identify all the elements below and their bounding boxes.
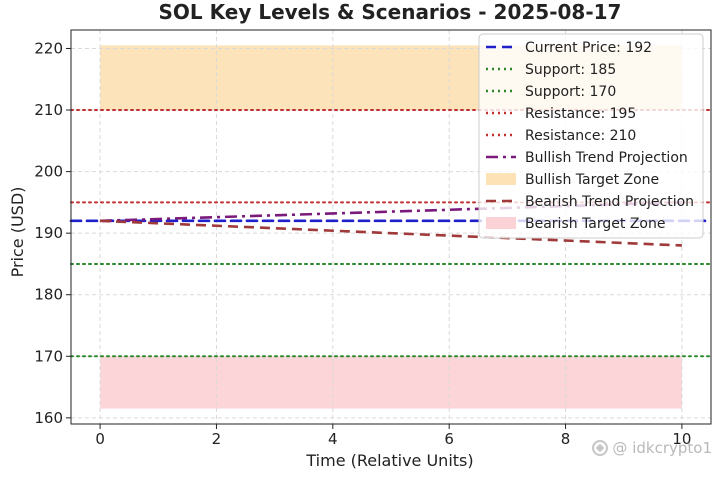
legend-label: Support: 185 [525, 62, 616, 78]
legend-box [478, 33, 704, 239]
y-tick-label: 160 [34, 409, 63, 427]
x-tick-label: 0 [95, 430, 105, 448]
zone-bearish [100, 356, 682, 409]
chart-title: SOL Key Levels & Scenarios - 2025-08-17 [159, 0, 622, 24]
legend-label: Bullish Trend Projection [525, 150, 688, 166]
watermark: @ idkcrypto1 [592, 439, 712, 457]
x-tick-label: 2 [212, 430, 222, 448]
x-axis-label: Time (Relative Units) [305, 451, 473, 470]
y-axis-label: Price (USD) [8, 187, 27, 278]
legend-label: Resistance: 195 [525, 106, 636, 122]
legend: Current Price: 192 Support: 185 Support: 1… [478, 33, 704, 239]
y-tick-label: 170 [34, 347, 63, 365]
y-tick-label: 190 [34, 224, 63, 242]
legend-label: Support: 170 [525, 84, 616, 100]
plot-frame [70, 29, 712, 425]
x-tick-label: 4 [328, 430, 338, 448]
y-tick-label: 210 [34, 101, 63, 119]
watermark-handle: idkcrypto1 [632, 439, 712, 457]
legend-patch-swatch [486, 217, 516, 229]
x-tick-label: 8 [561, 430, 571, 448]
bearish-projection-line [100, 219, 682, 247]
legend-label: Bearish Target Zone [525, 216, 665, 232]
x-tick-label: 6 [444, 430, 454, 448]
y-tick-label: 220 [34, 39, 63, 57]
x-tick-label: 10 [672, 430, 691, 448]
legend-label: Bearish Trend Projection [525, 194, 694, 210]
watermark-text: @ idkcrypto1 [612, 439, 712, 457]
legend-patch-swatch [486, 173, 516, 185]
legend-label: Bullish Target Zone [525, 172, 659, 188]
legend-label: Resistance: 210 [525, 128, 636, 144]
binance-logo-icon [592, 440, 609, 456]
y-tick-label: 180 [34, 286, 63, 304]
legend-label: Current Price: 192 [525, 40, 652, 56]
y-tick-label: 200 [34, 163, 63, 181]
